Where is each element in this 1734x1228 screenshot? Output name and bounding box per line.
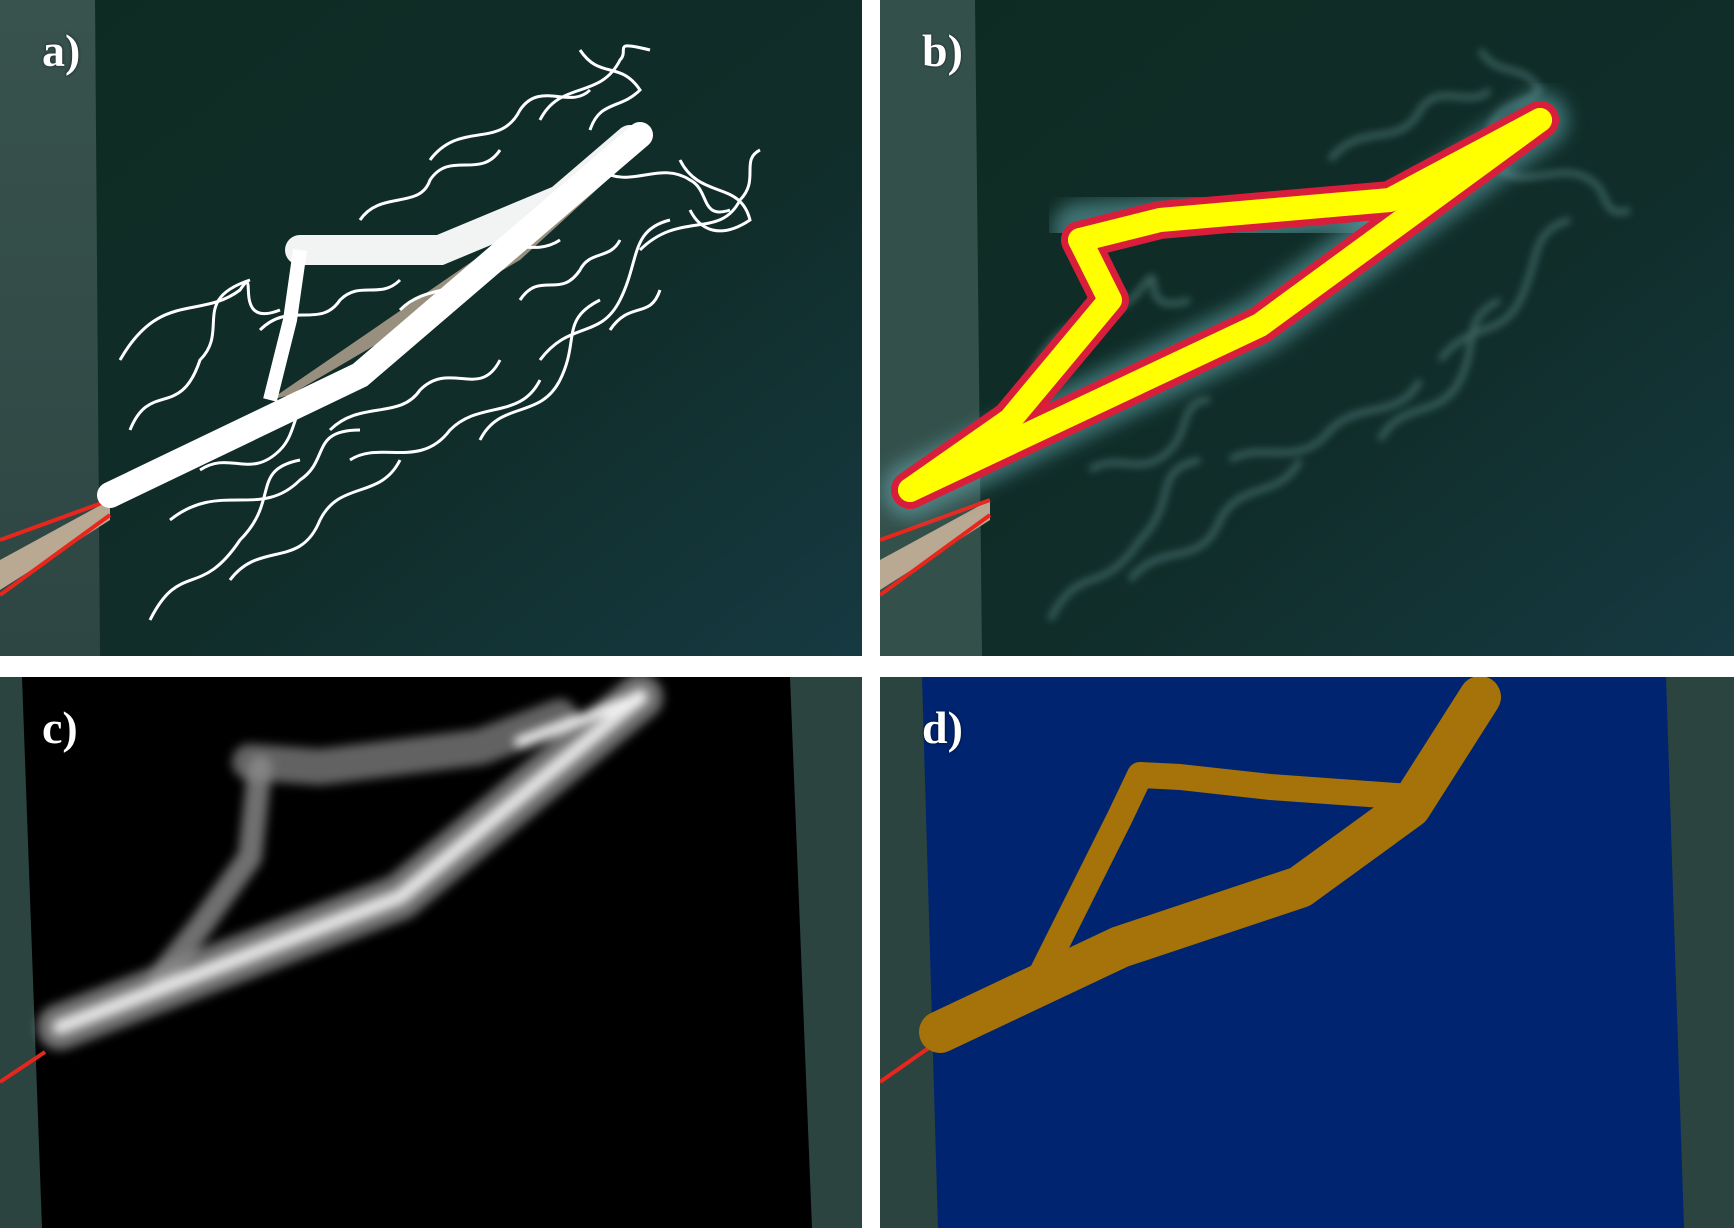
panel-label-d: d) (922, 702, 963, 753)
panel-label-a: a) (42, 25, 81, 76)
heatmap-image (880, 0, 1734, 656)
classified-mask-image (880, 677, 1734, 1228)
trajectory-map-image (0, 0, 862, 656)
panel-a-trajectory-map: a) (0, 0, 862, 656)
panel-label-b: b) (922, 25, 963, 76)
panel-label-c: c) (42, 702, 78, 753)
panel-c-density-raster: c) (0, 677, 862, 1228)
panel-b-heatmap: b) (880, 0, 1734, 656)
panel-d-classified-mask: d) (880, 677, 1734, 1228)
density-raster-image (0, 677, 862, 1228)
